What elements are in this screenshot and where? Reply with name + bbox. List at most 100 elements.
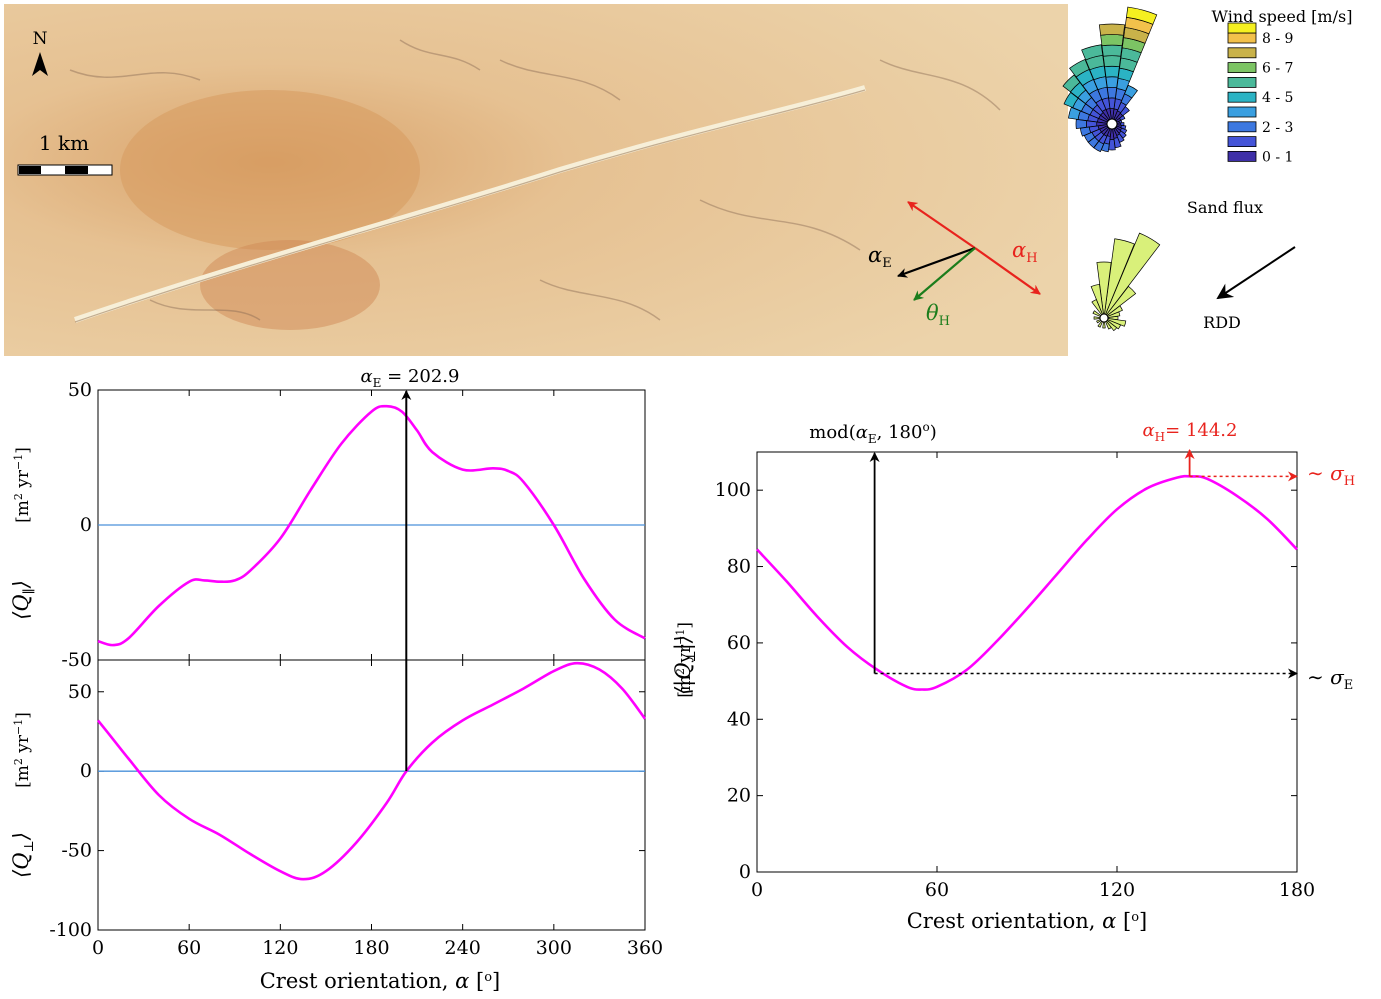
rdd-arrow [1216, 246, 1296, 300]
terrain-texture [69, 39, 1001, 321]
linear-dune-shadow [74, 89, 866, 323]
legend-label: 0 - 1 [1262, 149, 1293, 165]
wind-rose-wedge [1105, 76, 1119, 89]
y-tick-label: 0 [739, 861, 751, 883]
ylabel-q-perp: ⟨Q⊥⟩ [9, 832, 37, 878]
x-tick-label: 240 [445, 937, 481, 959]
x-tick-label: 120 [1099, 879, 1135, 901]
chart-abs-q-perp: 0 20 40 60 80 100 0 60 120 180 [715, 449, 1315, 901]
y-tick-label: 100 [715, 479, 751, 501]
wind-rose-wedge [1079, 126, 1092, 137]
wind-rose-wedge [1113, 136, 1122, 149]
y-tick-label: 80 [727, 556, 751, 578]
x-tick-label: 60 [177, 937, 201, 959]
x-tick-label: 180 [1279, 879, 1315, 901]
wind-rose-wedge [1063, 91, 1079, 109]
theta-H-arrow [913, 247, 976, 301]
ylabel-abs-q-perp: ⟨|Q⊥|⟩ [671, 635, 699, 695]
legend-swatch [1227, 91, 1257, 103]
axes-frame-bottom-left [97, 659, 646, 931]
sand-flux-wedge [1102, 321, 1106, 329]
ylabel-q-parallel: ⟨Q∥⟩ [9, 580, 37, 620]
alpha-H-label: αH [1012, 238, 1038, 266]
sand-flux-rose [1090, 232, 1161, 332]
wind-rose-center [1106, 118, 1118, 130]
wind-rose-wedge [1120, 122, 1125, 126]
wind-rose-wedge [1100, 34, 1124, 47]
legend-label: 4 - 5 [1262, 90, 1293, 106]
legend-swatch [1227, 136, 1257, 148]
satellite-map: N 1 km αE αH θH [4, 4, 1068, 356]
y-tick-label: -50 [61, 649, 92, 671]
wind-rose-wedge [1075, 119, 1087, 129]
sigma-E-label: ∼ σE [1307, 665, 1353, 693]
y-tick-label: 0 [80, 514, 92, 536]
series-line [96, 661, 647, 881]
x-tick-label: 0 [92, 937, 104, 959]
sand-flux-title: Sand flux [1187, 198, 1263, 217]
ylabel-unit-q-perp: [m2 yr−1] [12, 712, 33, 788]
north-arrow-icon [32, 52, 48, 76]
wind-rose-wedge [1083, 131, 1096, 143]
wind-rose-wedge [1120, 124, 1127, 130]
wind-rose-wedge [1062, 74, 1081, 93]
sand-flux-wedge [1093, 316, 1101, 320]
wind-legend-title: Wind speed [m/s] [1212, 7, 1353, 26]
legend-swatch [1227, 121, 1257, 133]
scale-label: 1 km [39, 131, 89, 155]
y-tick-label: 50 [68, 681, 92, 703]
y-tick-label: 0 [80, 760, 92, 782]
sand-flux-center [1099, 313, 1109, 323]
linear-dune [74, 85, 866, 323]
sigma-H-label: ∼ σH [1307, 461, 1355, 489]
legend-swatch-top [1227, 22, 1257, 34]
wind-rose-wedge [1102, 55, 1122, 68]
x-tick-label: 60 [925, 879, 949, 901]
wind-rose-wedge [1081, 44, 1104, 61]
wind-rose-wedge [1098, 23, 1126, 36]
alpha-H-annotation: αH= 144.2 [1143, 420, 1238, 444]
wind-rose-wedge [1104, 65, 1120, 78]
wind-rose-wedge [1126, 6, 1158, 25]
x-tick-label: 0 [751, 879, 763, 901]
wind-rose [1062, 6, 1158, 153]
x-tick-label: 360 [627, 937, 663, 959]
rdd-label: RDD [1203, 313, 1241, 332]
wind-rose-wedge [1101, 44, 1123, 57]
alpha-E-label: αE [868, 243, 892, 271]
wind-rose-wedge [1119, 106, 1130, 117]
wind-rose-wedge [1087, 136, 1100, 149]
wind-rose-wedge [1100, 142, 1110, 153]
y-tick-label: 50 [68, 379, 92, 401]
xlabel-right: Crest orientation, α [o] [907, 909, 1148, 933]
axes-frame-right [756, 451, 1298, 873]
wind-rose-wedge [1119, 127, 1128, 135]
legend-swatch [1227, 77, 1257, 88]
wind-rose-wedge [1119, 115, 1126, 121]
ylabel-unit-abs-q-perp: [m2 yr−1] [674, 622, 695, 698]
dark-sand-patch [120, 90, 420, 250]
legend-swatch [1227, 150, 1257, 162]
wind-rose-wedge [1093, 140, 1105, 153]
legend-label: 8 - 9 [1262, 31, 1293, 47]
series-line [756, 474, 1298, 691]
wind-speed-legend: 8 - 9 6 - 7 4 - 5 2 - 3 0 - 1 [1227, 22, 1293, 165]
alpha-E-arrow [897, 246, 976, 278]
y-tick-label: 60 [727, 632, 751, 654]
x-tick-label: 180 [353, 937, 389, 959]
y-tick-label: -50 [61, 840, 92, 862]
legend-swatch [1227, 62, 1257, 73]
wind-rose-wedge [1106, 86, 1118, 99]
alpha-E-annotation: αE = 202.9 [361, 366, 460, 390]
wind-rose-wedge [1116, 133, 1125, 143]
legend-label: 6 - 7 [1262, 61, 1293, 77]
x-tick-label: 300 [536, 937, 572, 959]
xlabel-left: Crest orientation, α [o] [260, 969, 501, 993]
y-tick-label: -100 [49, 919, 92, 941]
legend-swatch [1227, 47, 1257, 59]
mod-alpha-E-annotation: mod(αE, 180o) [809, 420, 936, 446]
ylabel-unit-q-parallel: [m2 yr−1] [12, 447, 33, 523]
legend-label: 2 - 3 [1262, 120, 1293, 136]
